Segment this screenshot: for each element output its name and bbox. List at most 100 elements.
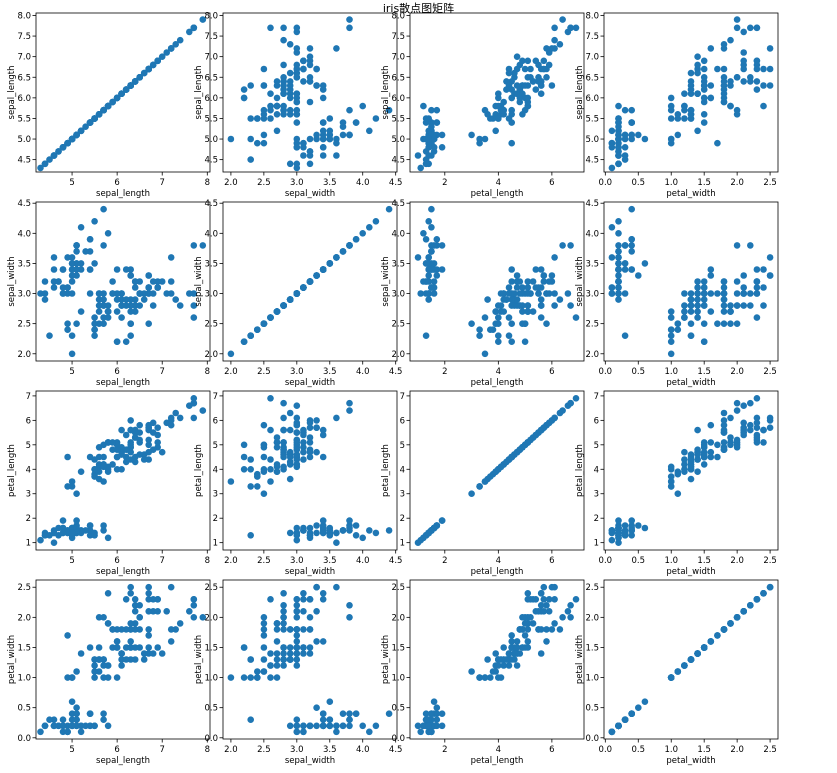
subplot-petal_width-vs-sepal_width: 2.0 2.5 3.0 3.5 4.0 4.50.00.51.01.52.02.5sepa… [194,579,402,766]
data-point [714,139,721,147]
data-point [68,529,76,537]
data-point [641,260,649,267]
data-point [707,94,715,102]
data-point [293,135,301,143]
data-point [247,656,254,663]
data-point [167,421,175,429]
data-point [333,529,340,537]
data-point [95,444,103,451]
data-point [760,266,767,273]
y-tick-label: 2.5 [17,320,31,330]
data-point [753,314,761,321]
data-point [667,314,675,321]
y-tick-label: 1 [26,539,31,549]
x-tick-label: 4 [496,745,501,755]
data-point [260,626,268,633]
y-tick-label: 2.5 [204,320,218,330]
data-point [333,152,340,159]
data-point [306,45,314,52]
data-point [247,674,254,681]
data-point [118,466,125,473]
data-point [149,278,157,285]
data-point [346,399,353,407]
data-point [227,478,235,485]
data-point [428,205,435,213]
data-point [293,414,301,422]
x-tick-label: 2.5 [257,745,271,755]
data-point [293,429,301,436]
data-point [621,332,629,340]
data-point [326,722,334,730]
data-point [540,278,548,285]
data-point [551,290,558,297]
y-tick-label: 7 [594,392,599,402]
data-point [82,248,89,255]
data-point [359,102,367,110]
data-point [186,608,193,615]
data-point [68,332,76,340]
data-point [532,86,540,93]
data-point [753,284,761,291]
data-point [73,710,80,717]
data-point [172,409,179,417]
data-point [267,395,274,402]
data-point [720,78,728,85]
y-tick-label: 7 [213,392,218,402]
data-point [273,638,281,645]
x-tick-label: 2.5 [257,556,271,566]
data-point [503,656,510,663]
data-point [766,272,774,279]
x-tick-label: 2.0 [224,556,238,566]
data-point [492,308,500,315]
data-point [497,674,505,681]
data-point [700,302,708,309]
subplot-petal_width-vs-petal_length: 2 4 6 0.0 0.5 1.0 1.5 2.0 2.5 petal_length petal_w… [381,579,585,766]
data-point [567,399,574,407]
data-point [687,463,695,471]
data-point [273,620,281,627]
y-tick-label: 2.0 [391,613,405,623]
data-point [300,284,307,291]
data-point [476,332,483,340]
data-point [346,716,353,723]
data-point [694,314,701,321]
data-point [740,419,747,427]
data-point [91,314,98,321]
data-point [548,626,556,633]
data-point [145,644,152,651]
data-point [352,522,360,529]
data-point [608,290,616,297]
data-point [687,332,695,340]
data-point [300,448,307,456]
data-point [543,290,550,297]
x-tick-label: 2.5 [257,367,271,377]
data-point [559,242,566,249]
data-point [300,456,307,463]
data-point [521,65,529,73]
data-point [306,160,314,168]
data-point [280,662,287,669]
data-point [339,248,347,255]
data-point [286,426,294,434]
data-point [91,674,98,681]
data-point [260,139,268,147]
data-point [545,608,553,615]
data-point [615,242,622,249]
data-point [145,626,152,633]
y-tick-label: 7.5 [17,32,31,42]
data-point [425,278,433,285]
data-point [145,590,152,597]
data-point [306,434,314,441]
data-point [313,522,320,529]
y-tick-label: 4 [213,465,218,475]
data-point [559,407,566,414]
data-point [41,160,49,168]
data-point [260,320,268,328]
data-point [564,290,572,297]
data-point [190,242,198,249]
y-tick-label: 3 [26,490,31,500]
x-tick-label: 4.0 [356,367,370,377]
data-point [55,148,62,155]
data-point [615,278,622,285]
data-point [740,28,747,36]
